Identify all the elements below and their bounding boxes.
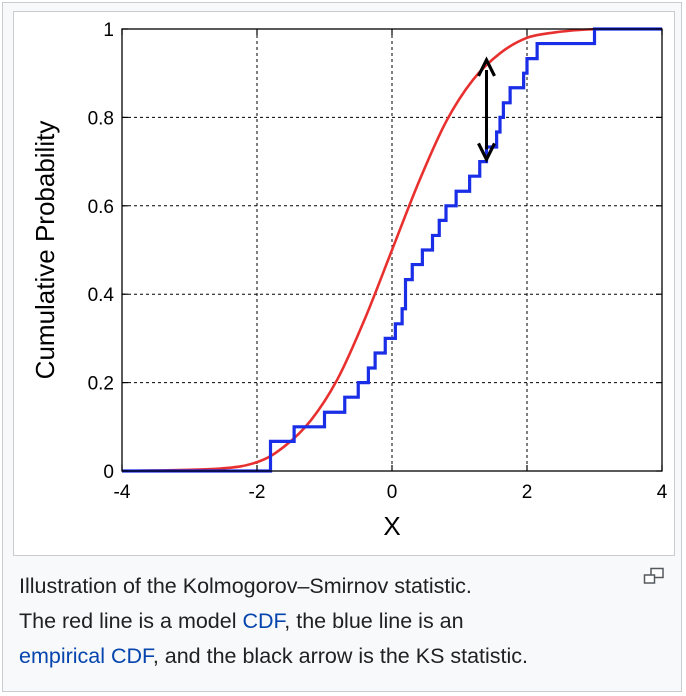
ks-arrow-head-bottom [477,142,496,163]
caption-line-1: Illustration of the Kolmogorov–Smirnov s… [19,569,669,604]
x-axis-title: X [383,511,400,541]
ks-arrow-head-top [477,56,496,77]
y-tick-label: 0.8 [88,108,114,129]
ks-arrow-group [477,56,496,163]
caption-text: , the blue line is an [284,609,464,633]
caption-text: , and the black arrow is the KS statisti… [152,644,529,668]
y-tick-label: 0 [103,462,114,483]
y-tick-label: 1 [103,20,114,41]
x-tick-label: -4 [114,482,131,503]
y-axis-title: Cumulative Probability [30,121,60,380]
ticks: -4 -2 0 2 4 0 0.2 0.4 0.6 0.8 1 [88,20,668,503]
chart-image[interactable]: -4 -2 0 2 4 0 0.2 0.4 0.6 0.8 1 X Cumulative Proba… [13,11,675,556]
x-tick-label: 2 [522,482,533,503]
empirical-cdf-line [122,27,662,473]
ks-chart: -4 -2 0 2 4 0 0.2 0.4 0.6 0.8 1 X Cumulative Proba… [30,20,668,541]
caption-line-2: The red line is a model CDF, the blue li… [19,604,669,639]
grid [122,29,662,471]
caption-line-3: empirical CDF, and the black arrow is th… [19,639,669,674]
y-tick-label: 0.4 [88,285,115,306]
model-cdf-line [121,27,663,473]
cdf-link[interactable]: CDF [242,609,285,633]
x-tick-label: -2 [249,482,266,503]
y-tick-label: 0.2 [88,374,114,395]
magnify-icon[interactable] [643,567,665,587]
figure-caption: Illustration of the Kolmogorov–Smirnov s… [19,569,669,674]
caption-text: The red line is a model [19,609,243,633]
y-tick-label: 0.6 [88,197,114,218]
x-tick-label: 0 [387,482,398,503]
series-group [121,27,663,473]
x-tick-label: 4 [657,482,668,503]
empirical-cdf-link[interactable]: empirical CDF [19,644,153,668]
caption-text: Illustration of the Kolmogorov–Smirnov s… [19,574,472,598]
